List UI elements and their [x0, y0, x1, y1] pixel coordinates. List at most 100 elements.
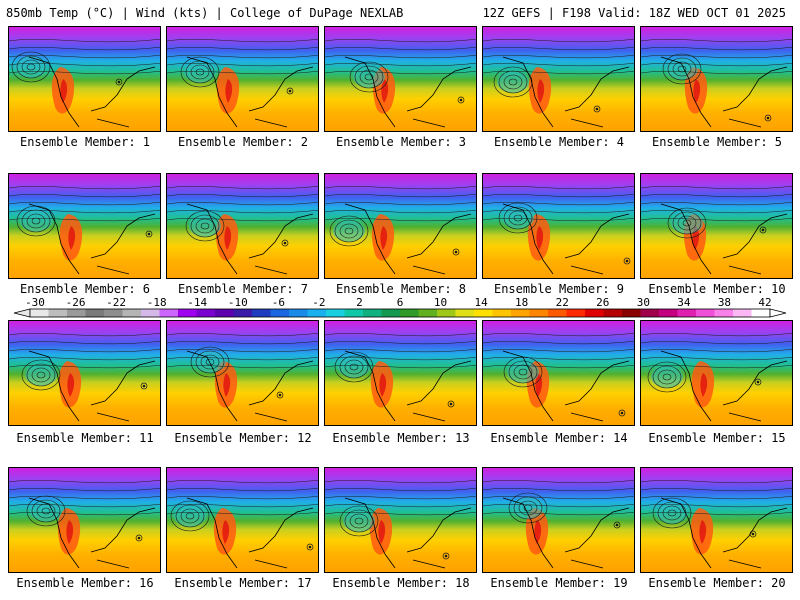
colorbar-tick-label: 14 [474, 296, 488, 309]
ensemble-member-label: Ensemble Member: 15 [648, 431, 786, 445]
colorbar-bin [289, 309, 308, 317]
ensemble-member-label: Ensemble Member: 6 [19, 282, 151, 296]
ensemble-member-map [482, 467, 635, 573]
colorbar-bin [677, 309, 697, 317]
colorbar-bin [344, 309, 364, 317]
colorbar-bin [159, 309, 179, 317]
ensemble-member-map [324, 26, 477, 132]
colorbar-bin [659, 309, 678, 317]
colorbar-bin [529, 309, 549, 317]
ensemble-member-map [8, 173, 161, 279]
colorbar-bin [511, 309, 530, 317]
colorbar-tick-label: -30 [25, 296, 45, 309]
colorbar-bin [326, 309, 345, 317]
colorbar-bin [104, 309, 123, 317]
colorbar-tick-label: 26 [596, 296, 610, 309]
colorbar-bin [196, 309, 216, 317]
colorbar-tick-label: -2 [312, 296, 326, 309]
colorbar-bin [696, 309, 715, 317]
ensemble-member-map [166, 467, 319, 573]
colorbar-bin [474, 309, 493, 317]
chart-title: 850mb Temp (°C) | Wind (kts) | College o… [6, 6, 404, 20]
ensemble-member-label: Ensemble Member: 17 [174, 576, 312, 590]
colorbar-bin [437, 309, 456, 317]
ensemble-member-label: Ensemble Member: 1 [19, 135, 151, 149]
ensemble-member-label: Ensemble Member: 20 [648, 576, 786, 590]
ensemble-member-map [324, 320, 477, 426]
ensemble-member-map [482, 320, 635, 426]
colorbar-tick-label: 10 [433, 296, 448, 309]
ensemble-member-map [324, 173, 477, 279]
colorbar-right-arrow [769, 308, 787, 318]
colorbar-bin [418, 309, 438, 317]
ensemble-member-label: Ensemble Member: 5 [651, 135, 783, 149]
colorbar-bin [751, 309, 771, 317]
colorbar-bin [215, 309, 234, 317]
ensemble-member-label: Ensemble Member: 14 [490, 431, 628, 445]
ensemble-member-label: Ensemble Member: 19 [490, 576, 628, 590]
ensemble-member-map [166, 320, 319, 426]
colorbar-bin [714, 309, 734, 317]
ensemble-member-label: Ensemble Member: 10 [648, 282, 786, 296]
ensemble-member-map [8, 467, 161, 573]
colorbar-bin [270, 309, 290, 317]
run-valid-time: 12Z GEFS | F198 Valid: 18Z WED OCT 01 20… [482, 6, 786, 20]
ensemble-member-map [640, 173, 793, 279]
colorbar-tick-label: -18 [146, 296, 167, 309]
ensemble-member-label: Ensemble Member: 2 [177, 135, 309, 149]
ensemble-member-map [482, 173, 635, 279]
colorbar-bin [733, 309, 752, 317]
temperature-colorbar [13, 308, 787, 318]
colorbar-tick-label: 42 [758, 296, 772, 309]
colorbar-tick-label: 22 [555, 296, 569, 309]
colorbar-bin [455, 309, 475, 317]
colorbar-bin [233, 309, 253, 317]
colorbar-bin [603, 309, 623, 317]
colorbar-bin [67, 309, 86, 317]
ensemble-member-label: Ensemble Member: 11 [16, 431, 154, 445]
ensemble-member-label: Ensemble Member: 3 [335, 135, 467, 149]
colorbar-bin [585, 309, 604, 317]
colorbar-bin [400, 309, 419, 317]
colorbar-tick-label: 30 [636, 296, 650, 309]
ensemble-member-map [166, 173, 319, 279]
colorbar-bin [141, 309, 160, 317]
ensemble-member-map [482, 26, 635, 132]
ensemble-member-label: Ensemble Member: 7 [177, 282, 309, 296]
colorbar-bin [30, 309, 49, 317]
ensemble-member-map [166, 26, 319, 132]
colorbar-tick-label: 6 [396, 296, 404, 309]
colorbar-bin [252, 309, 271, 317]
ensemble-member-label: Ensemble Member: 8 [335, 282, 467, 296]
colorbar-bin [566, 309, 586, 317]
ensemble-member-map [640, 320, 793, 426]
colorbar-tick-label: 34 [677, 296, 691, 309]
colorbar-left-arrow [13, 308, 31, 318]
colorbar-bin [178, 309, 197, 317]
colorbar-bin [307, 309, 327, 317]
colorbar-tick-label: 18 [515, 296, 529, 309]
ensemble-member-map [640, 467, 793, 573]
colorbar-tick-label: 38 [717, 296, 732, 309]
colorbar-bin [640, 309, 660, 317]
colorbar-bin [548, 309, 567, 317]
colorbar-tick-label: -6 [271, 296, 285, 309]
colorbar-tick-label: -14 [187, 296, 208, 309]
colorbar-tick-label: -22 [106, 296, 127, 309]
ensemble-member-map [8, 320, 161, 426]
ensemble-member-label: Ensemble Member: 13 [332, 431, 470, 445]
colorbar-bin [85, 309, 105, 317]
ensemble-member-label: Ensemble Member: 9 [493, 282, 625, 296]
colorbar-bin [122, 309, 142, 317]
ensemble-member-map [640, 26, 793, 132]
colorbar-bin [48, 309, 68, 317]
colorbar-tick-label: -26 [65, 296, 86, 309]
colorbar-bin [622, 309, 641, 317]
colorbar-bin [492, 309, 512, 317]
ensemble-member-label: Ensemble Member: 16 [16, 576, 154, 590]
ensemble-member-label: Ensemble Member: 12 [174, 431, 312, 445]
ensemble-member-label: Ensemble Member: 4 [493, 135, 625, 149]
ensemble-member-map [8, 26, 161, 132]
colorbar-bin [363, 309, 382, 317]
